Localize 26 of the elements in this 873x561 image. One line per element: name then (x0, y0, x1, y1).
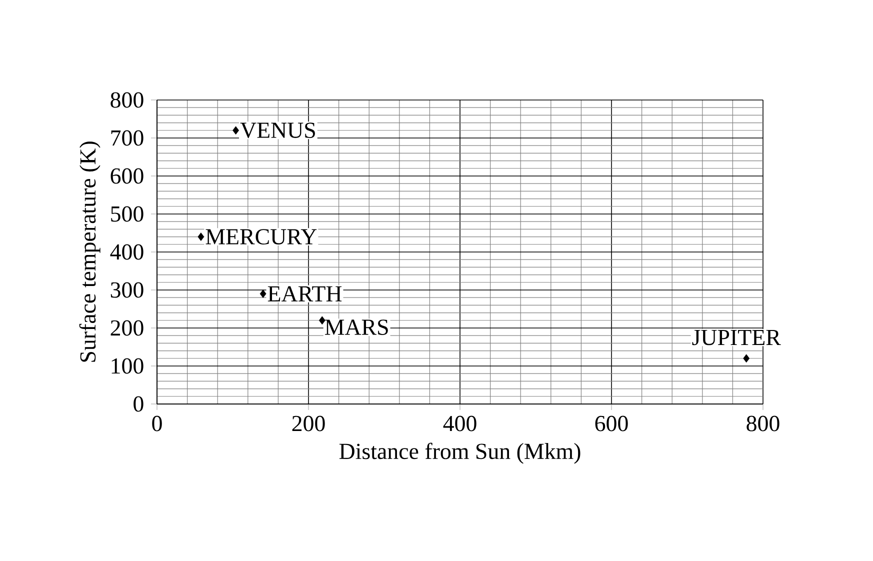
x-axis-title: Distance from Sun (Mkm) (339, 442, 580, 464)
y-tick-label: 200 (110, 320, 144, 336)
y-tick-label: 700 (111, 130, 144, 146)
y-tick-label: 800 (110, 92, 144, 108)
point (198, 232, 204, 241)
annotation: MERCURY (206, 229, 317, 244)
annotation: VENUS (240, 122, 315, 138)
annotation: EARTH (268, 286, 342, 302)
x-tick-label: 600 (595, 416, 628, 432)
x-tick-label: 0 (152, 416, 162, 432)
x-tick-label: 400 (443, 416, 476, 432)
y-tick-label: 300 (110, 282, 144, 298)
y-tick-label: 100 (112, 358, 144, 374)
point (318, 316, 326, 325)
point (260, 290, 266, 298)
y-tick-label: 400 (110, 244, 144, 260)
y-tick-label: 600 (110, 168, 144, 184)
x-tick-label: 800 (746, 416, 780, 432)
annotation: MARS (324, 320, 388, 335)
y-axis-title: Surface temperature (K) (79, 142, 100, 362)
point (232, 126, 239, 135)
annotation: JUPITER (692, 330, 781, 346)
y-tick-label: 500 (111, 206, 144, 222)
y-tick-label: 0 (134, 396, 144, 412)
x-tick-label: 200 (292, 416, 325, 432)
point (743, 354, 750, 363)
